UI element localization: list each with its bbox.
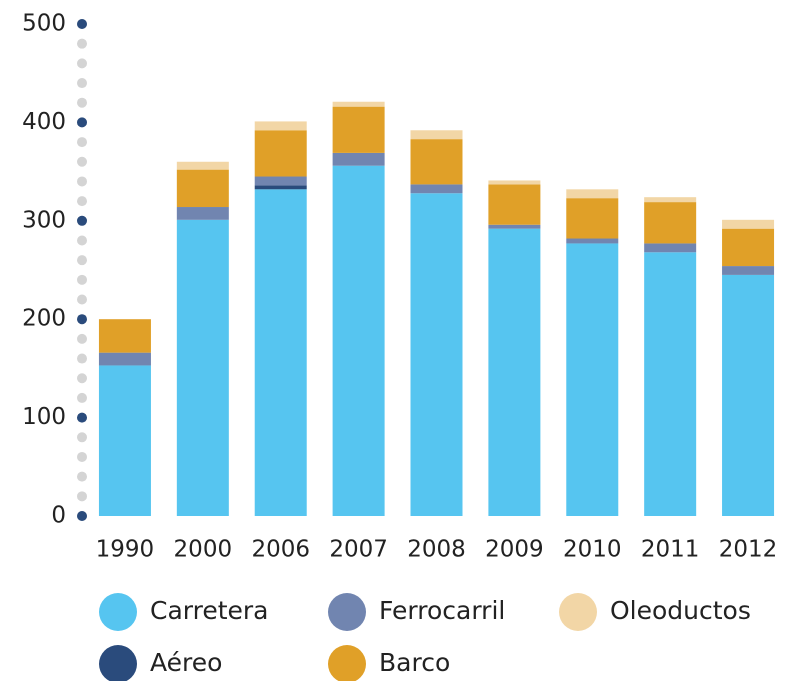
bar-segment [176,169,229,208]
legend-swatch [99,645,137,681]
bar-segment [332,106,385,153]
bar-segment [410,184,463,194]
bar-segment [644,243,697,253]
bar-segment [644,197,697,203]
axis-dot [77,137,87,148]
bar-segment [488,184,541,225]
bar-segment [410,130,463,140]
y-tick-label: 100 [22,404,66,430]
bar-segment [98,352,151,366]
axis-dot [77,156,87,167]
bar-segment [98,365,151,516]
bar-segment [488,224,541,229]
y-tick-label: 500 [22,11,66,37]
axis-dot [77,235,87,246]
bar-segment [566,243,619,516]
bar-segment [332,101,385,107]
bar-segment [254,185,307,190]
axis-dot [77,451,87,462]
bar-segment [176,207,229,220]
bar-segment [176,161,229,170]
legend-label: Carretera [150,596,269,625]
y-tick-mark [77,511,87,521]
x-tick-label: 2011 [641,537,700,563]
bar-segment [332,152,385,166]
bar-segment [566,238,619,244]
x-tick-label: 1990 [96,537,155,563]
axis-dot [77,176,87,187]
y-tick-mark [77,117,87,128]
bar-segment [254,130,307,177]
legend-label: Aéreo [150,648,222,677]
bar-segment [722,219,775,229]
y-tick-mark [77,215,87,226]
x-tick-label: 2009 [485,537,544,563]
y-tick-label: 200 [22,306,66,332]
bar-segment [254,189,307,516]
bar-segment [566,198,619,239]
legend-swatch [99,593,137,631]
axis-dot [77,392,87,403]
axis-dot [77,373,87,384]
bar-segment [488,228,541,516]
axis-dot [77,255,87,266]
bar-segment [254,176,307,186]
axis-dot [77,196,87,207]
y-tick-mark [77,19,87,29]
x-tick-label: 2008 [407,537,466,563]
legend-label: Oleoductos [610,596,751,625]
axis-dot [77,294,87,305]
bar-segment [488,180,541,185]
bar-segment [410,193,463,517]
bar-segment [722,266,775,275]
y-tick-label: 300 [22,207,66,233]
axis-dot [77,432,87,443]
bar-segment [722,228,775,267]
x-tick-label: 2010 [563,537,622,563]
bar-segment [254,121,307,131]
y-tick-label: 0 [51,503,66,529]
axis-dot [77,274,87,285]
bar-segment [644,202,697,244]
bar-segment [722,274,775,516]
legend-swatch [328,645,366,681]
x-tick-label: 2006 [251,537,310,563]
bar-segment [176,219,229,517]
bar-segment [566,189,619,199]
legend-swatch [328,593,366,631]
y-tick-mark [77,314,87,325]
legend-label: Barco [379,648,450,677]
axis-dot [77,471,87,482]
axis-dot [77,333,87,344]
x-tick-label: 2007 [329,537,388,563]
axis-dot [77,58,87,69]
x-tick-label: 2000 [174,537,233,563]
axis-dot [77,78,87,89]
x-tick-label: 2012 [719,537,778,563]
bar-segment [410,139,463,185]
axis-dot [77,353,87,364]
legend-label: Ferrocarril [379,596,505,625]
axis-dot [77,97,87,108]
legend-swatch [559,593,597,631]
y-tick-label: 400 [22,109,66,135]
axis-dot [77,38,87,49]
bar-segment [98,319,151,353]
axis-dot [77,491,87,502]
y-tick-mark [77,412,87,423]
bar-segment [332,165,385,517]
bar-segment [644,252,697,516]
